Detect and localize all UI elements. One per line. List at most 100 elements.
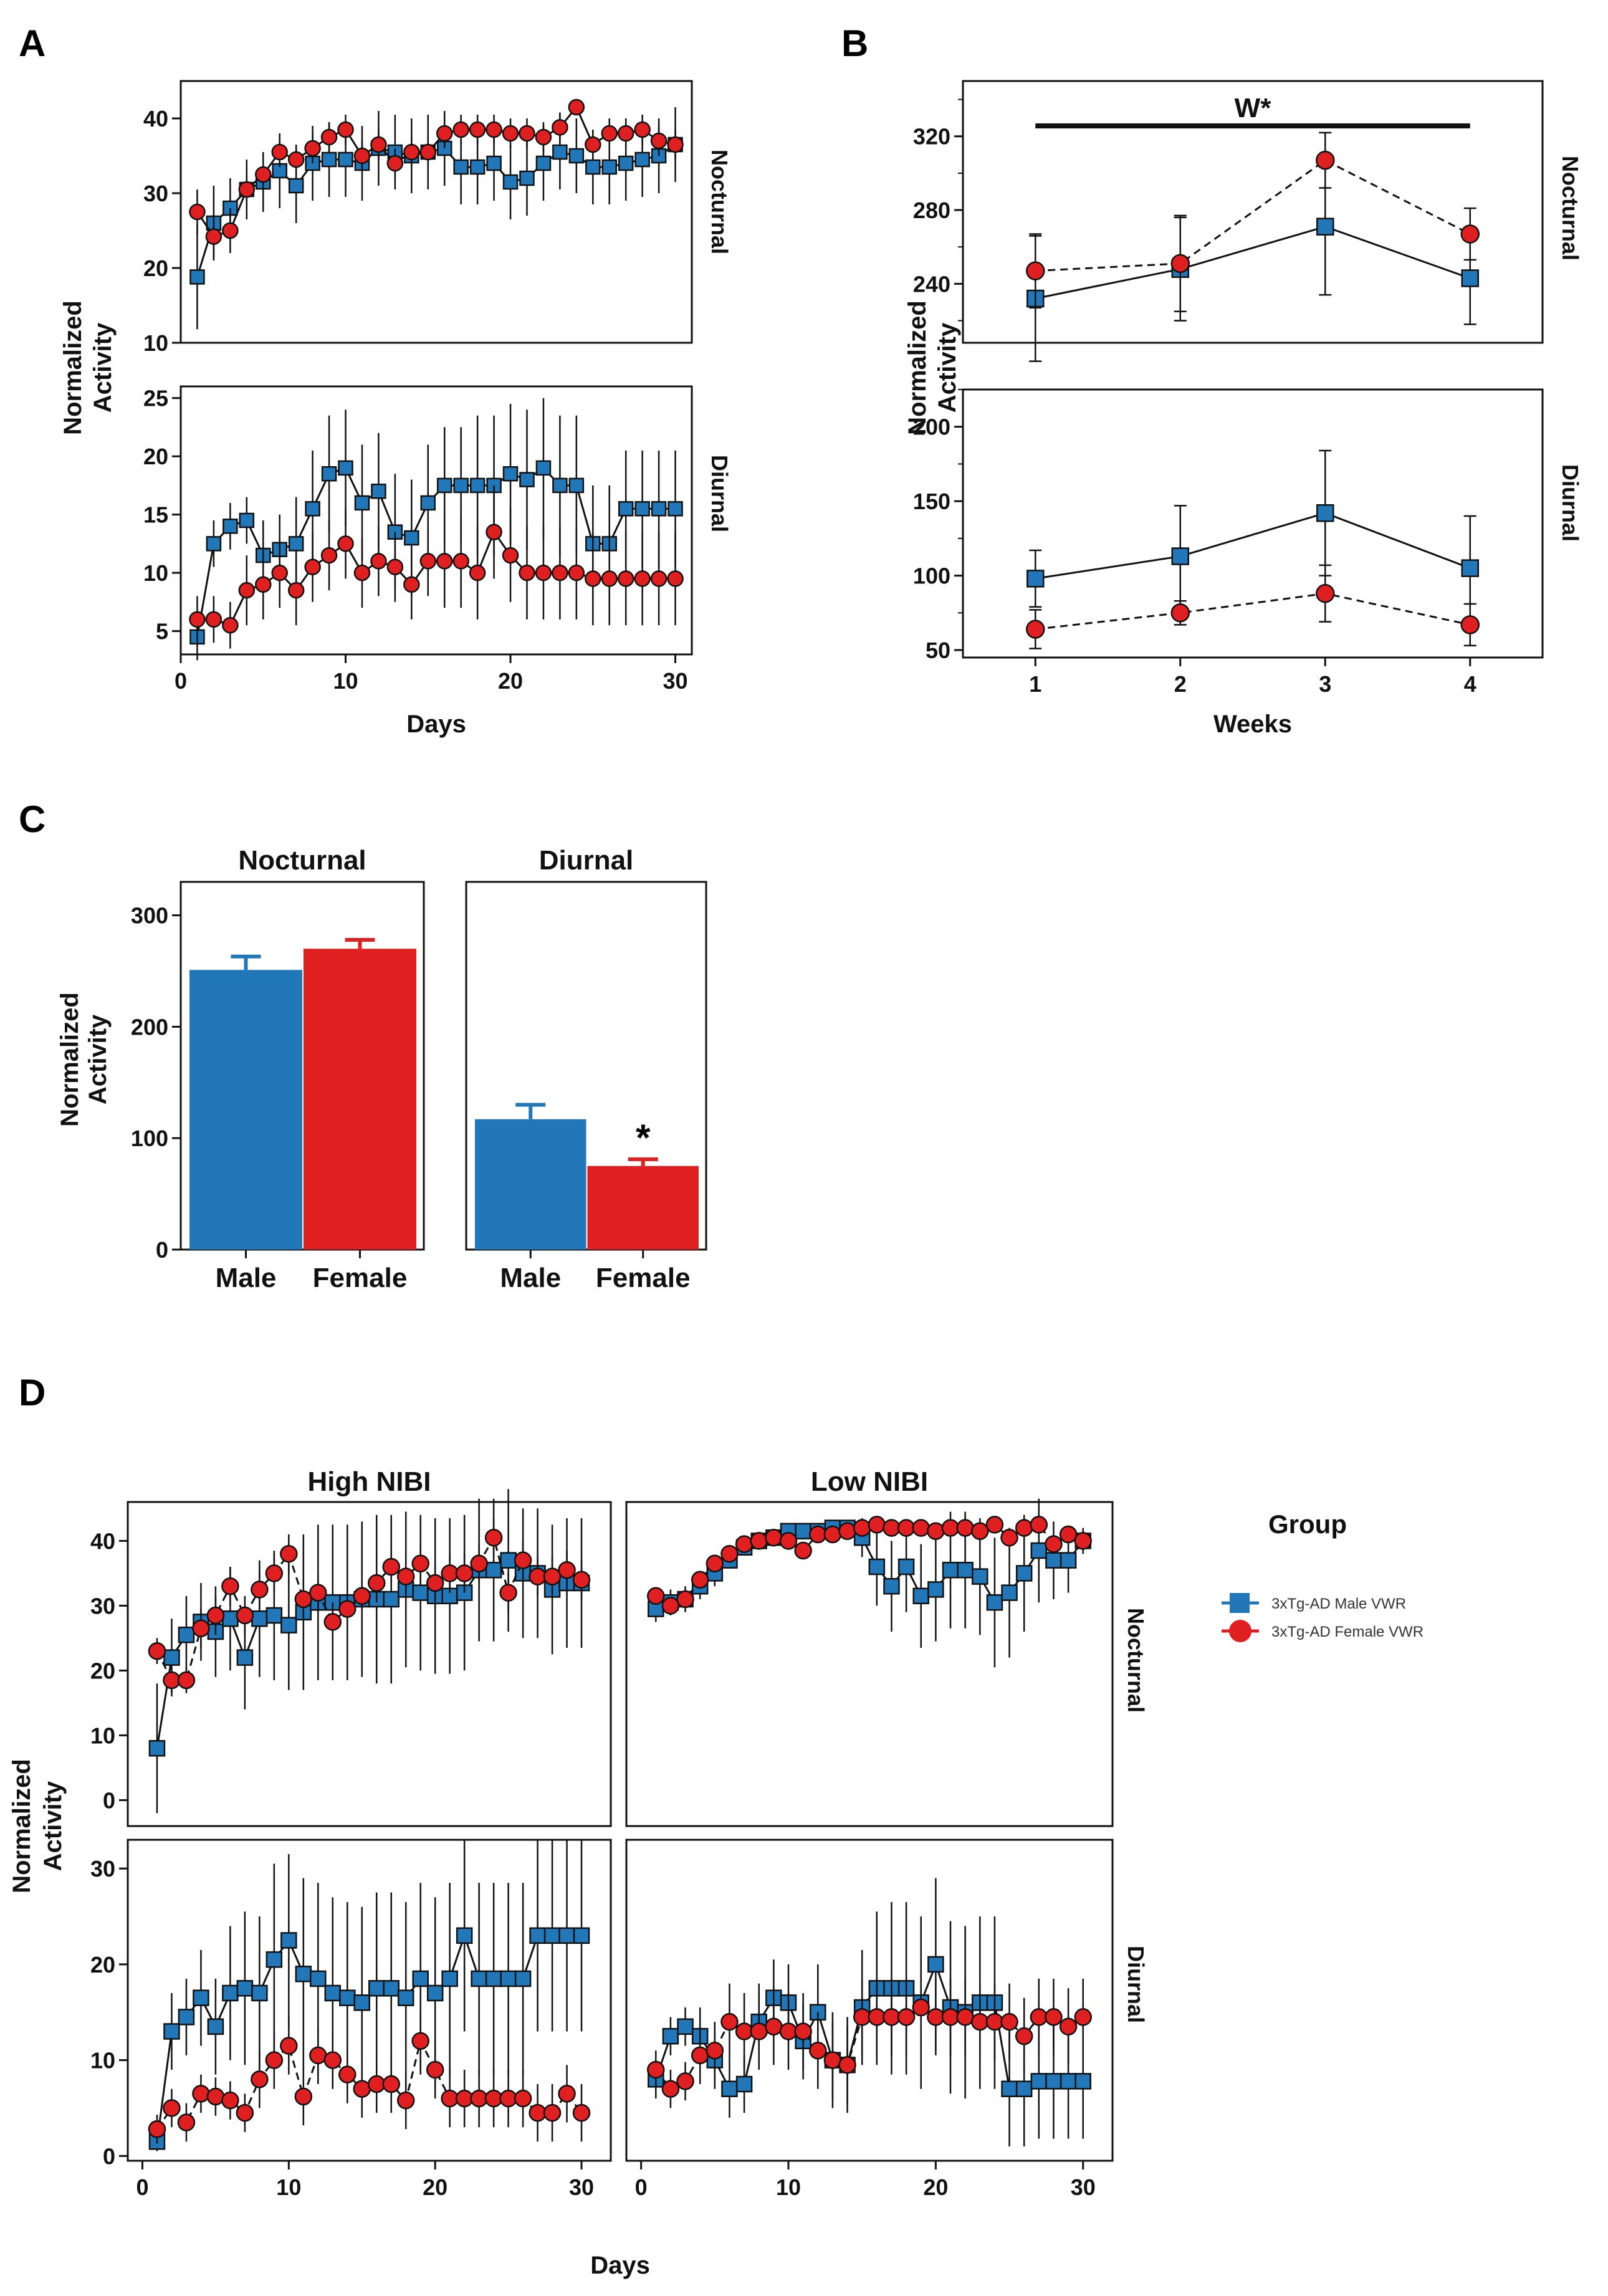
female-data-point (469, 564, 486, 581)
female-data-point (1059, 2017, 1078, 2036)
female-data-point (486, 121, 502, 138)
panel-label-d: D (19, 1372, 45, 1413)
male-data-point (618, 155, 634, 171)
male-data-point (305, 501, 320, 517)
female-data-point (794, 2022, 812, 2040)
y-tick-label: 10 (90, 1723, 115, 1748)
female-data-point (206, 1606, 225, 1625)
facet-row-label: Nocturnal (1123, 1608, 1149, 1713)
female-data-point (320, 547, 338, 564)
female-data-point (765, 1528, 783, 1547)
female-data-point (720, 1544, 739, 1563)
y-tick-label: 30 (143, 181, 168, 206)
y-tick-label: 20 (143, 256, 168, 281)
x-tick-label: 20 (423, 2174, 447, 2200)
female-data-point (1000, 1528, 1018, 1547)
male-data-point (573, 1927, 590, 1944)
male-data-point (1045, 2073, 1062, 2090)
female-data-point (868, 2008, 886, 2026)
female-data-point (436, 553, 453, 570)
female-data-point (320, 128, 338, 146)
x-axis-label: Days (590, 2252, 650, 2279)
facet-frame (962, 388, 1544, 659)
male-data-point (1074, 2073, 1091, 2090)
female-data-point (419, 553, 437, 570)
female-data-point (1460, 615, 1480, 634)
male-bar (475, 1119, 586, 1250)
male-data-point (486, 155, 502, 171)
facet-title: Nocturnal (238, 845, 366, 876)
panel-label-a: A (19, 22, 45, 64)
male-data-point (651, 501, 667, 517)
female-data-point (221, 2091, 239, 2110)
female-data-point (205, 611, 223, 628)
x-tick-label: 20 (498, 668, 523, 694)
male-data-point (535, 155, 552, 171)
female-data-point (280, 2037, 298, 2055)
female-data-point (779, 2022, 798, 2040)
male-data-point (453, 477, 469, 494)
male-series-line (1035, 512, 1471, 580)
y-tick-label: 10 (90, 2048, 115, 2074)
male-data-point (957, 1561, 974, 1579)
male-bar (189, 970, 302, 1250)
male-data-point (942, 1561, 959, 1579)
female-data-point (238, 181, 256, 198)
male-data-point (897, 1558, 915, 1576)
female-data-point (519, 564, 535, 581)
male-data-point (148, 1739, 166, 1757)
y-tick-label: 10 (143, 330, 168, 356)
female-data-point (617, 570, 634, 587)
female-data-point (927, 2008, 945, 2026)
y-axis-label: Normalized (56, 992, 84, 1127)
male-data-point (404, 530, 419, 546)
x-tick-label: Male (216, 1263, 277, 1293)
male-data-point (266, 1607, 283, 1624)
female-data-point (1460, 224, 1480, 244)
female-data-point (529, 1567, 547, 1586)
female-data-point (177, 2113, 196, 2131)
female-data-point (647, 1587, 665, 1605)
x-tick-label: 4 (1464, 671, 1476, 697)
female-data-point (1045, 1535, 1063, 1553)
female-data-point (370, 553, 387, 570)
significance-label: * (636, 1117, 651, 1159)
y-tick-label: 0 (103, 1787, 115, 1813)
male-data-point (310, 1970, 327, 1987)
female-data-point (661, 1597, 680, 1615)
female-data-point (353, 1587, 371, 1605)
female-data-point (985, 1516, 1004, 1534)
female-data-point (337, 121, 354, 138)
female-data-point (255, 166, 272, 183)
female-data-point (558, 1561, 576, 1579)
male-data-point (568, 477, 585, 494)
facet-strip-label: Nocturnal (1558, 156, 1583, 261)
female-data-point (470, 2089, 488, 2108)
male-data-point (469, 159, 486, 175)
male-data-point (568, 148, 585, 164)
female-data-point (750, 2022, 768, 2040)
male-data-point (412, 1970, 429, 1987)
female-data-point (883, 1519, 901, 1537)
female-data-point (396, 1567, 415, 1586)
male-data-point (634, 151, 650, 168)
y-tick-label: 30 (90, 1856, 115, 1882)
facet-strip-label: Diurnal (707, 455, 732, 532)
male-data-point (266, 1951, 283, 1968)
x-tick-label: Female (596, 1263, 691, 1293)
male-data-point (1045, 1552, 1062, 1569)
male-data-point (1316, 218, 1334, 236)
female-data-point (809, 1525, 827, 1544)
female-data-point (436, 125, 453, 142)
female-data-point (221, 1577, 239, 1595)
male-data-point (436, 477, 452, 494)
female-data-point (502, 125, 519, 142)
y-axis-label: Activity (39, 1781, 67, 1871)
male-series-line (1035, 226, 1471, 300)
female-data-point (838, 2056, 856, 2074)
female-data-point (971, 2012, 989, 2031)
female-data-point (568, 564, 585, 581)
female-data-point (470, 1554, 488, 1573)
male-data-point (485, 1970, 502, 1987)
y-tick-label: 40 (143, 106, 168, 132)
